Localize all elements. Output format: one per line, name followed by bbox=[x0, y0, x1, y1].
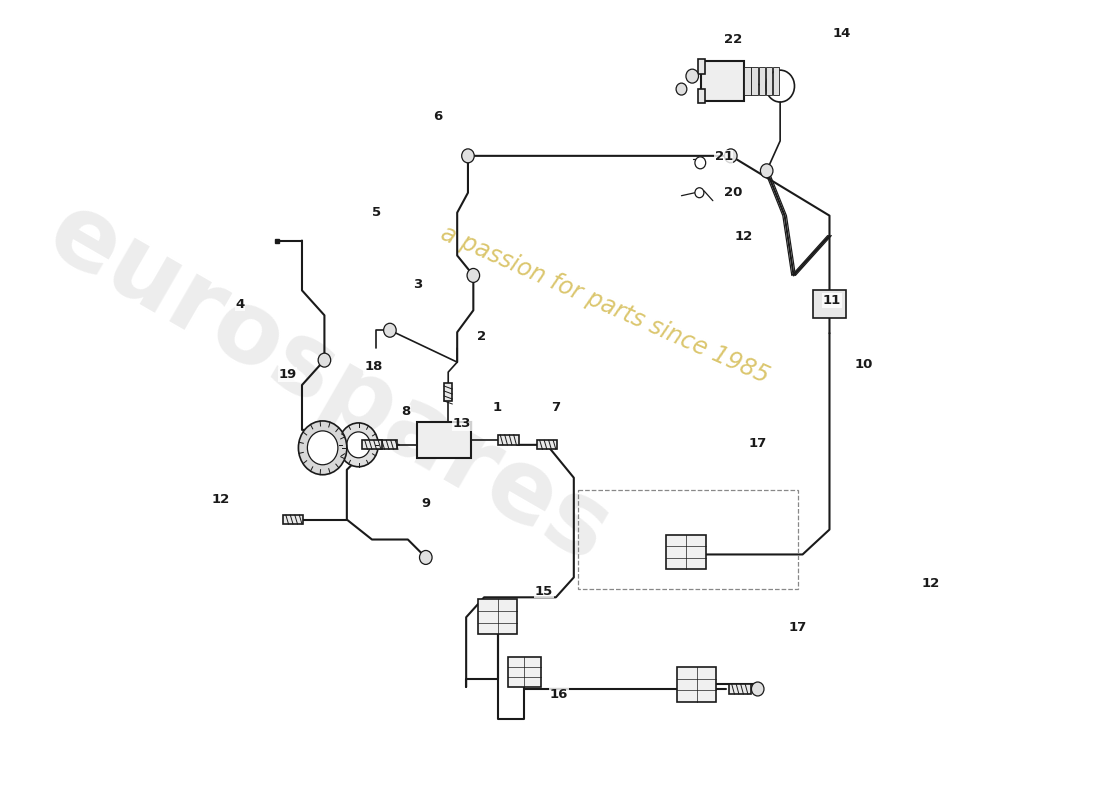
Text: 15: 15 bbox=[535, 585, 553, 598]
Text: 20: 20 bbox=[724, 186, 743, 199]
Bar bbox=[362, 440, 382, 450]
Text: 12: 12 bbox=[922, 577, 940, 590]
Circle shape bbox=[384, 323, 396, 338]
Text: 8: 8 bbox=[402, 406, 410, 418]
Circle shape bbox=[760, 164, 773, 178]
Circle shape bbox=[298, 421, 346, 474]
Text: 1: 1 bbox=[492, 402, 502, 414]
Text: a passion for parts since 1985: a passion for parts since 1985 bbox=[438, 221, 773, 388]
Bar bbox=[729, 684, 750, 694]
Circle shape bbox=[686, 69, 698, 83]
Circle shape bbox=[346, 432, 371, 458]
Bar bbox=[537, 440, 557, 450]
Bar bbox=[751, 67, 758, 95]
Text: 13: 13 bbox=[453, 418, 471, 430]
Text: 6: 6 bbox=[432, 110, 442, 123]
Text: 16: 16 bbox=[550, 689, 568, 702]
Bar bbox=[766, 67, 772, 95]
Bar bbox=[697, 59, 705, 74]
Text: 11: 11 bbox=[823, 294, 842, 307]
Bar bbox=[697, 89, 705, 103]
Circle shape bbox=[676, 83, 686, 95]
Text: 9: 9 bbox=[421, 497, 430, 510]
Bar bbox=[773, 67, 779, 95]
Bar bbox=[813, 290, 846, 318]
Text: 5: 5 bbox=[372, 206, 381, 219]
Circle shape bbox=[695, 157, 706, 169]
Text: 17: 17 bbox=[789, 621, 806, 634]
Bar bbox=[701, 61, 745, 101]
Text: 3: 3 bbox=[414, 278, 422, 291]
Text: 10: 10 bbox=[855, 358, 873, 370]
Bar bbox=[667, 534, 706, 570]
Text: 12: 12 bbox=[211, 493, 230, 506]
Text: 18: 18 bbox=[364, 360, 383, 373]
Circle shape bbox=[318, 353, 331, 367]
Text: 12: 12 bbox=[734, 230, 752, 243]
Bar bbox=[497, 435, 519, 445]
Bar bbox=[745, 67, 750, 95]
Text: 14: 14 bbox=[833, 26, 851, 40]
Text: 21: 21 bbox=[715, 150, 733, 163]
Text: eurospares: eurospares bbox=[31, 184, 627, 584]
Bar bbox=[283, 515, 302, 524]
Bar bbox=[417, 422, 471, 458]
Text: 22: 22 bbox=[725, 33, 742, 46]
Bar bbox=[676, 667, 716, 702]
Text: 17: 17 bbox=[749, 438, 768, 450]
Circle shape bbox=[419, 550, 432, 565]
Bar bbox=[508, 657, 540, 687]
Circle shape bbox=[695, 188, 704, 198]
Bar bbox=[759, 67, 764, 95]
Text: 4: 4 bbox=[235, 298, 244, 311]
Circle shape bbox=[462, 149, 474, 163]
Circle shape bbox=[339, 423, 378, 466]
Circle shape bbox=[751, 682, 764, 696]
Bar bbox=[477, 599, 517, 634]
Bar bbox=[579, 490, 799, 590]
Bar bbox=[379, 440, 397, 450]
Bar bbox=[444, 383, 452, 401]
Circle shape bbox=[725, 149, 737, 163]
Text: 19: 19 bbox=[278, 368, 297, 381]
Text: 7: 7 bbox=[551, 402, 560, 414]
Circle shape bbox=[307, 431, 338, 465]
Circle shape bbox=[468, 269, 480, 282]
Text: 2: 2 bbox=[477, 330, 486, 342]
